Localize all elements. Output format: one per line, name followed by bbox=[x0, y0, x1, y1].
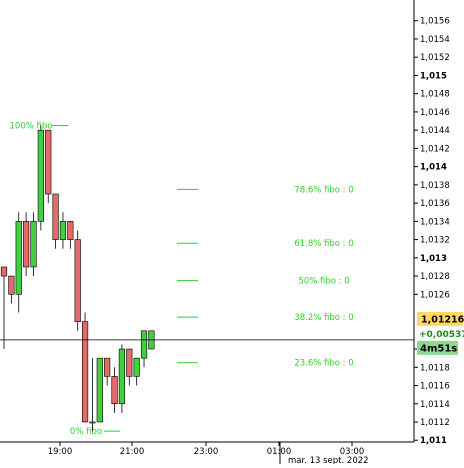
time-tick-label: 19:00 bbox=[48, 447, 73, 457]
candle-body bbox=[74, 239, 81, 322]
price-tick-label: 1,0116 bbox=[420, 382, 450, 392]
candle bbox=[111, 367, 118, 413]
candle bbox=[8, 275, 15, 304]
price-tick-label: 1,0114 bbox=[420, 400, 450, 410]
candle-body bbox=[23, 221, 30, 268]
price-tick-label: 1,011 bbox=[420, 436, 447, 446]
time-tick-label: 23:00 bbox=[194, 447, 219, 457]
price-tick-label: 1,0142 bbox=[420, 144, 450, 154]
price-tick-label: 1,0128 bbox=[420, 272, 450, 282]
candle bbox=[0, 266, 8, 350]
candles bbox=[0, 125, 155, 432]
candle-body bbox=[104, 357, 111, 377]
price-tick-label: 1,0154 bbox=[420, 35, 450, 45]
price-tick-label: 1,0132 bbox=[420, 236, 450, 246]
price-change-value: +0,00537 bbox=[419, 330, 464, 340]
fibo-label: 38.2% fibo : 0 bbox=[294, 313, 353, 323]
fibo-label: 50% fibo : 0 bbox=[298, 277, 349, 287]
price-tick-label: 1,0144 bbox=[420, 126, 450, 136]
price-tick-label: 1,015 bbox=[420, 71, 447, 81]
candle bbox=[74, 230, 81, 331]
candle-body bbox=[96, 357, 103, 423]
price-tick-label: 1,0118 bbox=[420, 363, 450, 373]
candle-countdown-value: 4m51s bbox=[420, 343, 457, 354]
price-tick-label: 1,014 bbox=[420, 163, 447, 173]
candle-body bbox=[67, 221, 74, 240]
fibo-retracement[interactable]: 100% fibo 78.6% fibo : 0 61.8% fibo : 0 50%… bbox=[10, 122, 354, 438]
candle bbox=[104, 357, 111, 386]
time-tick-label: 03:00 bbox=[340, 447, 365, 457]
price-tick-label: 1,0112 bbox=[420, 418, 450, 428]
price-tick-label: 1,0146 bbox=[420, 108, 450, 118]
fibo-level[interactable]: 61.8% fibo : 0 bbox=[177, 239, 354, 249]
date-label: mar. 13 sept. 2022 bbox=[288, 456, 369, 464]
candle-body bbox=[111, 376, 118, 405]
price-tick-label: 1,0148 bbox=[420, 90, 450, 100]
candle bbox=[15, 212, 22, 313]
fibo-label: 78.6% fibo : 0 bbox=[294, 185, 353, 195]
price-tick-label: 1,0134 bbox=[420, 217, 450, 227]
fibo-label: 100% fibo bbox=[10, 122, 53, 132]
fibo-label: 0% fibo bbox=[70, 427, 102, 437]
fibo-label: 61.8% fibo : 0 bbox=[294, 239, 353, 249]
fibo-level[interactable]: 50% fibo : 0 bbox=[177, 277, 350, 287]
fibo-label: 23.6% fibo : 0 bbox=[294, 359, 353, 369]
candle-body bbox=[15, 221, 22, 295]
candle bbox=[126, 348, 133, 386]
candle bbox=[81, 312, 89, 423]
price-tick-label: 1,0138 bbox=[420, 181, 450, 191]
candle-body bbox=[8, 275, 15, 295]
current-price-value: 1,01216 bbox=[421, 314, 464, 325]
price-tick-label: 1,013 bbox=[420, 254, 447, 264]
candle-body bbox=[52, 193, 59, 240]
candle bbox=[30, 212, 37, 277]
candle bbox=[118, 344, 126, 413]
candle-body bbox=[89, 421, 96, 424]
candle-body bbox=[81, 321, 89, 423]
fibo-level[interactable]: 23.6% fibo : 0 bbox=[177, 359, 354, 369]
fibo-level[interactable]: 0% fibo bbox=[70, 427, 120, 437]
candle-body bbox=[45, 129, 52, 195]
candle-body bbox=[37, 129, 44, 222]
price-tick-label: 1,0136 bbox=[420, 199, 450, 209]
candle bbox=[59, 212, 67, 249]
time-tick-label: 01:00 bbox=[267, 447, 292, 457]
candle bbox=[37, 125, 44, 231]
candle bbox=[140, 330, 148, 368]
price-axis[interactable]: 1,0156 1,0154 1,0152 1,015 1,0148 1,0146 1,014… bbox=[413, 0, 450, 446]
candle bbox=[96, 357, 103, 423]
current-price-labels: 1,01216 +0,00537 4m51s bbox=[417, 311, 464, 355]
price-tick-label: 1,0152 bbox=[420, 53, 450, 63]
price-tick-label: 1,0126 bbox=[420, 290, 450, 300]
candle-body bbox=[140, 330, 148, 359]
candle bbox=[133, 357, 140, 386]
candle bbox=[45, 129, 52, 204]
price-tick-label: 1,0156 bbox=[420, 17, 450, 27]
candle-body bbox=[133, 357, 140, 377]
candle-body bbox=[118, 348, 126, 405]
candle-body bbox=[126, 348, 133, 377]
candle bbox=[89, 358, 96, 432]
candle-body bbox=[0, 266, 8, 277]
fibo-level[interactable]: 78.6% fibo : 0 bbox=[177, 185, 354, 195]
time-tick-label: 21:00 bbox=[120, 447, 145, 457]
candle bbox=[67, 221, 74, 249]
current-price-box bbox=[417, 311, 463, 326]
candle bbox=[52, 193, 59, 249]
fibo-level[interactable]: 38.2% fibo : 0 bbox=[177, 313, 354, 323]
candle bbox=[23, 212, 30, 277]
candle-countdown-box bbox=[417, 340, 458, 355]
candle-body bbox=[30, 221, 37, 268]
fibo-level[interactable]: 100% fibo bbox=[10, 122, 68, 132]
candle-body bbox=[59, 221, 67, 240]
